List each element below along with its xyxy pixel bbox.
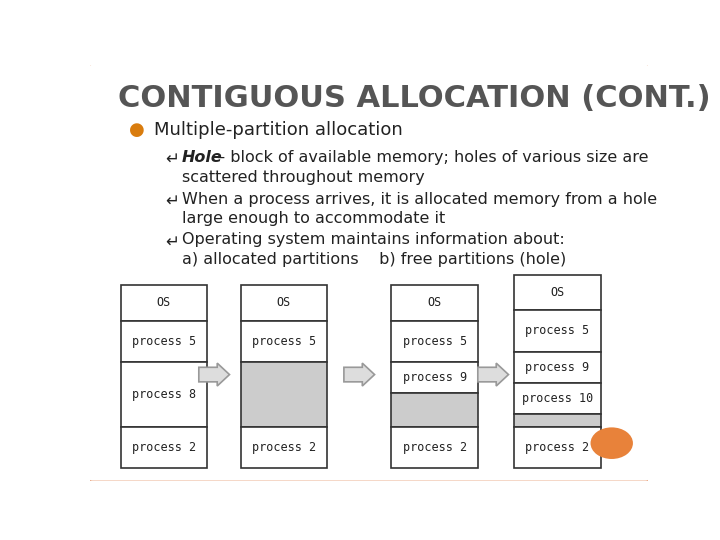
Text: process 2: process 2: [132, 441, 196, 454]
Bar: [392, 362, 478, 393]
Bar: [514, 414, 600, 427]
Bar: [392, 321, 478, 362]
Text: Multiple-partition allocation: Multiple-partition allocation: [154, 121, 403, 139]
Text: ●: ●: [129, 121, 145, 139]
Bar: [121, 427, 207, 468]
FancyArrow shape: [344, 363, 374, 386]
Text: OS: OS: [157, 296, 171, 309]
Bar: [514, 383, 600, 414]
Bar: [514, 310, 600, 352]
Bar: [514, 427, 600, 468]
Circle shape: [590, 427, 633, 459]
Bar: [240, 285, 327, 321]
Text: process 5: process 5: [252, 335, 316, 348]
Bar: [121, 362, 207, 427]
Text: process 9: process 9: [526, 361, 590, 374]
Bar: [121, 285, 207, 321]
Text: process 5: process 5: [402, 335, 467, 348]
Text: CONTIGUOUS ALLOCATION (CONT.): CONTIGUOUS ALLOCATION (CONT.): [118, 84, 711, 112]
FancyBboxPatch shape: [87, 63, 651, 483]
Bar: [240, 321, 327, 362]
Text: scattered throughout memory: scattered throughout memory: [182, 170, 425, 185]
Text: OS: OS: [428, 296, 441, 309]
Bar: [392, 393, 478, 427]
FancyArrow shape: [199, 363, 230, 386]
Bar: [240, 362, 327, 427]
Text: ↵: ↵: [166, 232, 179, 251]
Bar: [392, 427, 478, 468]
Text: process 2: process 2: [252, 441, 316, 454]
Text: process 5: process 5: [526, 325, 590, 338]
Text: – block of available memory; holes of various size are: – block of available memory; holes of va…: [212, 150, 648, 165]
Text: process 10: process 10: [522, 392, 593, 405]
Text: large enough to accommodate it: large enough to accommodate it: [182, 211, 445, 226]
Text: ↵: ↵: [166, 192, 179, 210]
Text: process 8: process 8: [132, 388, 196, 401]
Text: process 2: process 2: [402, 441, 467, 454]
Text: process 5: process 5: [132, 335, 196, 348]
Bar: [121, 321, 207, 362]
Text: process 2: process 2: [526, 441, 590, 454]
Text: process 9: process 9: [402, 371, 467, 384]
Bar: [514, 275, 600, 310]
Text: OS: OS: [276, 296, 291, 309]
Bar: [240, 427, 327, 468]
Text: ↵: ↵: [166, 150, 179, 168]
FancyArrow shape: [478, 363, 508, 386]
Text: Operating system maintains information about:: Operating system maintains information a…: [182, 232, 564, 247]
Text: Hole: Hole: [182, 150, 222, 165]
Text: OS: OS: [550, 286, 564, 299]
Text: a) allocated partitions    b) free partitions (hole): a) allocated partitions b) free partitio…: [182, 252, 567, 267]
Bar: [514, 352, 600, 383]
Bar: [392, 285, 478, 321]
Text: When a process arrives, it is allocated memory from a hole: When a process arrives, it is allocated …: [182, 192, 657, 207]
